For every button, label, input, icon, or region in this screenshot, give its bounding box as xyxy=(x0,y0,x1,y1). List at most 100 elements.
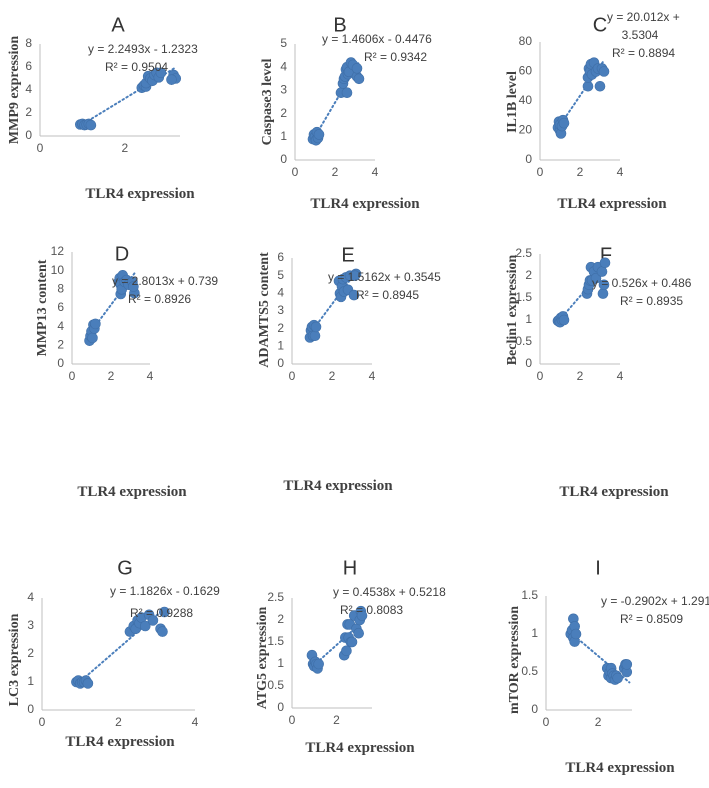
x-tick-label: 2 xyxy=(122,141,129,155)
scatter-panel-g: G 0 1 2 3 4 0 2 4 y = 1.1826x - 0.1629 R² = 0.9288… xyxy=(7,558,220,750)
x-axis-title: TLR4 expression xyxy=(565,760,675,776)
y-tick-label: 2 xyxy=(27,646,34,660)
data-point xyxy=(570,628,582,640)
panel-letter: H xyxy=(343,558,357,580)
data-point xyxy=(558,117,570,129)
data-point xyxy=(155,67,167,79)
data-point xyxy=(310,321,322,333)
data-point xyxy=(313,129,325,140)
x-tick-label: 2 xyxy=(333,713,340,727)
r-squared-label: R² = 0.8083 xyxy=(340,603,403,617)
y-tick-label: 1 xyxy=(27,674,34,688)
r-squared-label: R² = 0.8894 xyxy=(612,46,675,60)
data-point xyxy=(87,332,98,344)
x-axis-title: TLR4 expression xyxy=(77,484,187,500)
r-squared-label: R² = 0.8935 xyxy=(620,294,683,308)
panel-letter: E xyxy=(341,245,354,267)
data-point xyxy=(128,281,139,292)
x-tick-label: 4 xyxy=(617,165,624,179)
y-axis-title: Beclin1 expression xyxy=(505,254,520,365)
y-tick-label: 1 xyxy=(525,312,532,326)
y-axis-title: MMP9 expression xyxy=(7,36,22,144)
x-axis-title: TLR4 expression xyxy=(283,478,393,494)
y-tick-label: 0 xyxy=(25,128,32,142)
data-point xyxy=(353,627,364,639)
x-tick-label: 0 xyxy=(537,165,544,179)
y-tick-label: 3 xyxy=(27,618,34,632)
r-squared-label: R² = 0.8509 xyxy=(620,612,683,626)
panel-letter: G xyxy=(117,558,133,580)
y-tick-label: 2 xyxy=(277,321,284,335)
y-axis-title: IL1B level xyxy=(505,71,520,133)
data-point xyxy=(341,87,353,99)
y-tick-label: 6 xyxy=(25,59,32,73)
x-tick-label: 0 xyxy=(292,165,299,179)
data-point xyxy=(353,73,365,85)
y-axis-title: MMP13 content xyxy=(35,259,50,356)
x-tick-label: 0 xyxy=(289,713,296,727)
y-tick-label: 6 xyxy=(277,250,284,264)
r-squared-label: R² = 0.9504 xyxy=(105,60,168,74)
panel-letter: A xyxy=(111,15,125,37)
data-point xyxy=(147,615,159,626)
y-tick-label: 1 xyxy=(531,626,538,640)
data-point xyxy=(598,279,610,291)
x-axis-title: TLR4 expression xyxy=(559,484,669,500)
x-tick-label: 2 xyxy=(332,165,339,179)
y-tick-label: 2 xyxy=(277,612,284,626)
x-tick-label: 0 xyxy=(543,715,550,729)
x-axis-title: TLR4 expression xyxy=(557,196,667,212)
data-point xyxy=(621,659,633,670)
x-tick-label: 2 xyxy=(329,369,336,383)
trendline xyxy=(89,272,136,334)
x-axis-title: TLR4 expression xyxy=(85,186,195,202)
y-tick-label: 2 xyxy=(525,268,532,282)
x-tick-label: 0 xyxy=(39,715,46,729)
r-squared-label: R² = 0.9288 xyxy=(130,606,193,620)
scatter-panel-c: C 0 20 40 60 80 0 2 4 y = 20.012x + 3.5304 R² = 0.8… xyxy=(505,10,680,212)
x-tick-label: 0 xyxy=(37,141,44,155)
y-tick-label: 4 xyxy=(27,590,34,604)
y-tick-label: 10 xyxy=(51,263,65,277)
r-squared-label: R² = 0.8945 xyxy=(356,288,419,302)
scatter-panel-b: B 0 1 2 3 4 5 0 2 4 y = 1.4606x - 0.4476 R² = 0.934… xyxy=(260,15,432,212)
y-axis-title: mTOR expression xyxy=(507,606,522,714)
panel-letter: B xyxy=(333,15,346,37)
y-tick-label: 0 xyxy=(27,702,34,716)
trend-equation: y = 1.1826x - 0.1629 xyxy=(110,584,220,598)
data-point xyxy=(159,606,170,618)
trend-equation-continued: 3.5304 xyxy=(622,28,659,42)
y-tick-label: 2 xyxy=(57,338,64,352)
data-point xyxy=(346,636,358,648)
y-tick-label: 8 xyxy=(57,282,64,296)
x-tick-label: 2 xyxy=(577,369,584,383)
scatter-panel-d: D 0 2 4 6 8 10 12 0 2 4 y = 2.8013x + 0.739 R² = 0.8… xyxy=(35,244,218,500)
data-point xyxy=(349,270,361,281)
data-point xyxy=(582,80,594,92)
trendline xyxy=(558,267,605,322)
y-tick-label: 20 xyxy=(519,123,533,137)
y-tick-label: 0 xyxy=(277,700,284,714)
x-tick-label: 2 xyxy=(108,369,115,383)
y-tick-label: 0.5 xyxy=(515,334,532,348)
data-point xyxy=(356,610,368,621)
x-tick-label: 0 xyxy=(289,369,296,383)
y-tick-label: 40 xyxy=(519,93,533,107)
y-tick-label: 0 xyxy=(280,152,287,166)
data-point xyxy=(594,80,606,92)
scatter-panel-h: H 0 0.5 1 1.5 2 2.5 0 2 y = 0.4538x + 0.5218 R² = … xyxy=(255,558,446,756)
data-point xyxy=(341,645,352,657)
trend-equation: y = 20.012x + xyxy=(607,10,680,24)
y-tick-label: 1.5 xyxy=(515,290,532,304)
y-tick-label: 2 xyxy=(280,106,287,120)
data-point xyxy=(313,658,324,670)
y-tick-label: 0.5 xyxy=(267,678,284,692)
data-point xyxy=(612,672,623,684)
y-tick-label: 1 xyxy=(277,656,284,670)
x-tick-label: 4 xyxy=(147,369,154,383)
data-point xyxy=(590,272,602,284)
y-tick-label: 5 xyxy=(280,36,287,50)
panel-letter: C xyxy=(593,15,607,37)
y-tick-label: 0 xyxy=(525,356,532,370)
